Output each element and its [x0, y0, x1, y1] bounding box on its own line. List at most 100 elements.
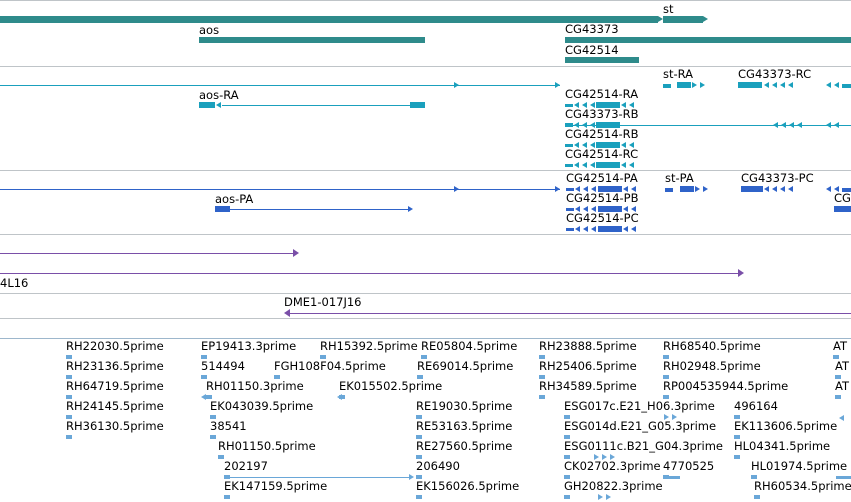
est-label[interactable]: ESG014d.E21_G05.3prime	[564, 419, 717, 433]
est-feature[interactable]	[539, 395, 545, 399]
est-label[interactable]: ESG0111c.B21_G04.3prime	[564, 439, 724, 453]
transcript-line[interactable]	[0, 189, 560, 190]
est-feature[interactable]	[66, 415, 72, 419]
est-feature[interactable]	[416, 435, 422, 439]
est-label[interactable]: RE53163.5prime	[416, 419, 513, 433]
est-feature[interactable]	[421, 355, 427, 359]
est-feature[interactable]	[754, 495, 760, 499]
transcript-label[interactable]: CG42514-PC	[566, 211, 639, 225]
est-label[interactable]: HL01974.5prime	[751, 459, 848, 473]
transcript-line[interactable]	[0, 85, 560, 86]
clone-line[interactable]	[0, 272, 742, 274]
transcript-label[interactable]: st-PA	[665, 171, 694, 185]
gene-label[interactable]: st	[663, 2, 674, 16]
est-feature[interactable]	[66, 395, 72, 399]
est-label[interactable]: AT	[833, 339, 847, 353]
est-feature[interactable]	[339, 395, 345, 399]
est-feature[interactable]	[663, 395, 669, 399]
est-feature[interactable]	[734, 455, 740, 459]
est-feature[interactable]	[210, 435, 216, 439]
est-feature[interactable]	[224, 475, 230, 479]
est-label[interactable]: AT	[835, 379, 849, 393]
est-feature[interactable]	[66, 375, 72, 379]
transcript-label[interactable]: CG42514-PA	[566, 171, 638, 185]
est-feature[interactable]	[417, 375, 423, 379]
est-feature[interactable]	[751, 475, 757, 479]
est-feature[interactable]	[833, 355, 839, 359]
est-feature[interactable]	[539, 375, 545, 379]
transcript-label[interactable]: CG43373-RC	[738, 67, 812, 81]
est-feature[interactable]	[564, 435, 570, 439]
clone-label[interactable]: 4L16	[0, 276, 29, 290]
est-label[interactable]: CK02702.3prime	[564, 459, 661, 473]
gene-bar-CG43373[interactable]	[565, 37, 851, 43]
transcript-label[interactable]: st-RA	[663, 67, 694, 81]
est-label[interactable]: EK015502.5prime	[339, 379, 443, 393]
transcript-label[interactable]: CG42514-RB	[565, 127, 639, 141]
est-label[interactable]: EK043039.5prime	[210, 399, 314, 413]
est-label[interactable]: 206490	[416, 459, 460, 473]
transcript-label[interactable]: CG43373-PC	[741, 171, 814, 185]
est-label[interactable]: RH02948.5prime	[663, 359, 761, 373]
est-feature[interactable]	[564, 455, 570, 459]
est-label[interactable]: RE19030.5prime	[416, 399, 513, 413]
est-feature[interactable]	[564, 475, 570, 479]
est-feature[interactable]	[663, 355, 669, 359]
est-feature[interactable]	[663, 375, 669, 379]
est-feature[interactable]	[320, 355, 326, 359]
transcript-label[interactable]: CG42514-RA	[565, 87, 639, 101]
est-label[interactable]: RH22030.5prime	[66, 339, 164, 353]
est-label[interactable]: EP19413.3prime	[201, 339, 297, 353]
est-feature[interactable]	[66, 355, 72, 359]
est-feature[interactable]	[416, 475, 422, 479]
est-label[interactable]: RH15392.5prime	[320, 339, 418, 353]
est-label[interactable]: RE27560.5prime	[416, 439, 513, 453]
est-label[interactable]: RH24145.5prime	[66, 399, 164, 413]
est-label[interactable]: RH01150.5prime	[218, 439, 316, 453]
est-feature[interactable]	[274, 375, 280, 379]
est-label[interactable]: RH64719.5prime	[66, 379, 164, 393]
est-label[interactable]: RE69014.5prime	[417, 359, 514, 373]
est-label[interactable]: RE05804.5prime	[421, 339, 518, 353]
transcript-label[interactable]: aos-RA	[199, 88, 239, 102]
est-label[interactable]: RH25406.5prime	[539, 359, 637, 373]
est-label[interactable]: HL04341.5prime	[734, 439, 831, 453]
est-label[interactable]: AT	[835, 359, 849, 373]
est-feature[interactable]	[734, 435, 740, 439]
est-label[interactable]: RP004535944.5prime	[663, 379, 789, 393]
est-label[interactable]: EK156026.5prime	[416, 479, 520, 493]
transcript-label[interactable]: CG42514-PB	[566, 191, 639, 205]
gene-label[interactable]: CG43373	[565, 22, 619, 36]
est-feature[interactable]	[210, 415, 216, 419]
est-label[interactable]: RH68540.5prime	[663, 339, 761, 353]
est-feature[interactable]	[224, 495, 230, 499]
est-feature[interactable]	[564, 495, 570, 499]
est-feature[interactable]	[201, 355, 207, 359]
transcript-label[interactable]: aos-PA	[215, 192, 254, 206]
est-feature[interactable]	[564, 415, 570, 419]
clone-line[interactable]	[0, 252, 296, 254]
gene-label[interactable]: aos	[199, 23, 220, 37]
gene-bar-st[interactable]	[663, 16, 703, 23]
est-label[interactable]: EK147159.5prime	[224, 479, 328, 493]
transcript-label[interactable]: CG42514-RC	[565, 147, 639, 161]
est-label[interactable]: RH01150.3prime	[206, 379, 304, 393]
est-label[interactable]: 202197	[224, 459, 268, 473]
transcript-label[interactable]: CG43373-RB	[565, 107, 639, 121]
gene-bar-CG42514[interactable]	[565, 57, 639, 63]
est-label[interactable]: RH23888.5prime	[539, 339, 637, 353]
gene-bar-aos[interactable]	[199, 37, 425, 43]
est-label[interactable]: 38541	[210, 419, 247, 433]
est-label[interactable]: EK113606.5prime	[734, 419, 838, 433]
est-label[interactable]: 496164	[734, 399, 778, 413]
gene-label[interactable]: CG42514	[565, 43, 619, 57]
est-feature[interactable]	[206, 395, 212, 399]
transcript-label[interactable]: CG	[834, 191, 851, 205]
est-feature[interactable]	[416, 495, 422, 499]
est-label[interactable]: RH23136.5prime	[66, 359, 164, 373]
est-label[interactable]: RH36130.5prime	[66, 419, 164, 433]
clone-label[interactable]: DME1-017J16	[284, 295, 362, 309]
est-label[interactable]: GH20822.3prime	[564, 479, 663, 493]
est-feature[interactable]	[201, 375, 207, 379]
est-label[interactable]: RH34589.5prime	[539, 379, 637, 393]
